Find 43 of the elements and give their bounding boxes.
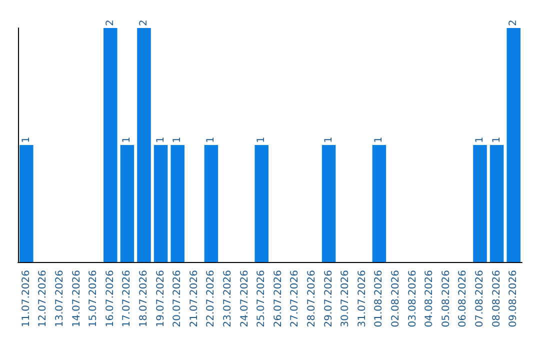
data-label: 1 bbox=[206, 136, 217, 143]
x-tick-label: 18.07.2026 bbox=[138, 270, 150, 328]
x-tick-label: 12.07.2026 bbox=[38, 270, 49, 328]
x-tick-label: 09.08.2026 bbox=[508, 270, 520, 328]
data-label: 1 bbox=[474, 136, 486, 143]
data-label: 2 bbox=[104, 20, 116, 26]
data-label: 1 bbox=[122, 136, 133, 143]
x-tick-label: 04.08.2026 bbox=[424, 270, 436, 328]
x-tick-label: 07.08.2026 bbox=[474, 270, 486, 328]
data-label: 1 bbox=[155, 136, 166, 143]
x-tick-label: 15.07.2026 bbox=[88, 270, 100, 328]
x-tick-label: 30.07.2026 bbox=[340, 270, 352, 328]
x-tick-label: 27.07.2026 bbox=[290, 270, 301, 328]
x-tick-label: 26.07.2026 bbox=[272, 270, 284, 328]
x-tick-label: 14.07.2026 bbox=[71, 270, 82, 328]
x-tick-label: 23.07.2026 bbox=[222, 270, 234, 328]
x-tick-label: 13.07.2026 bbox=[54, 270, 66, 328]
x-tick-label: 02.08.2026 bbox=[390, 270, 402, 328]
x-tick-label: 29.07.2026 bbox=[323, 270, 334, 328]
x-tick-label: 25.07.2026 bbox=[256, 270, 268, 328]
x-tick-label: 24.07.2026 bbox=[239, 270, 250, 328]
data-label: 2 bbox=[138, 20, 150, 26]
x-tick-label: 16.07.2026 bbox=[104, 270, 116, 328]
x-tick-label: 01.08.2026 bbox=[374, 270, 385, 328]
x-tick-label: 11.07.2026 bbox=[20, 270, 32, 328]
x-tick-label: 22.07.2026 bbox=[206, 270, 217, 328]
data-label: 1 bbox=[323, 136, 334, 143]
data-label: 2 bbox=[508, 20, 520, 26]
x-tick-label: 31.07.2026 bbox=[356, 270, 368, 328]
x-tick-label: 05.08.2026 bbox=[440, 270, 452, 328]
data-label: 1 bbox=[20, 136, 32, 143]
data-label: 1 bbox=[172, 136, 184, 143]
x-tick-label: 06.08.2026 bbox=[458, 270, 469, 328]
data-label: 1 bbox=[491, 136, 502, 143]
x-tick-label: 08.08.2026 bbox=[491, 270, 502, 328]
x-tick-label: 21.07.2026 bbox=[188, 270, 200, 328]
x-tick-label: 19.07.2026 bbox=[155, 270, 166, 328]
x-tick-label: 03.08.2026 bbox=[407, 270, 418, 328]
x-tick-label: 28.07.2026 bbox=[306, 270, 318, 328]
data-label: 1 bbox=[374, 136, 385, 143]
x-tick-label: 20.07.2026 bbox=[172, 270, 184, 328]
x-tick-label: 17.07.2026 bbox=[122, 270, 133, 328]
data-label: 1 bbox=[256, 136, 268, 143]
